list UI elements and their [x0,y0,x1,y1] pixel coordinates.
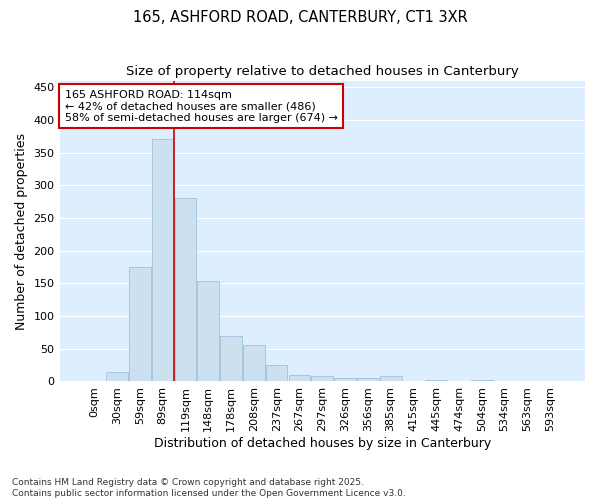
Bar [311,376,333,382]
Bar [380,376,401,382]
Bar [539,381,561,382]
Text: 165 ASHFORD ROAD: 114sqm
← 42% of detached houses are smaller (486)
58% of semi-: 165 ASHFORD ROAD: 114sqm ← 42% of detach… [65,90,338,123]
Bar [106,372,128,382]
Y-axis label: Number of detached properties: Number of detached properties [15,132,28,330]
Bar [220,336,242,382]
Bar [357,378,379,382]
Text: Contains HM Land Registry data © Crown copyright and database right 2025.
Contai: Contains HM Land Registry data © Crown c… [12,478,406,498]
Bar [517,381,538,382]
X-axis label: Distribution of detached houses by size in Canterbury: Distribution of detached houses by size … [154,437,491,450]
Bar [425,380,447,382]
Bar [175,198,196,382]
Text: 165, ASHFORD ROAD, CANTERBURY, CT1 3XR: 165, ASHFORD ROAD, CANTERBURY, CT1 3XR [133,10,467,25]
Bar [83,381,105,382]
Bar [129,267,151,382]
Bar [334,378,356,382]
Bar [471,380,493,382]
Bar [243,346,265,382]
Bar [266,365,287,382]
Bar [289,375,310,382]
Bar [152,140,173,382]
Title: Size of property relative to detached houses in Canterbury: Size of property relative to detached ho… [126,65,518,78]
Bar [197,282,219,382]
